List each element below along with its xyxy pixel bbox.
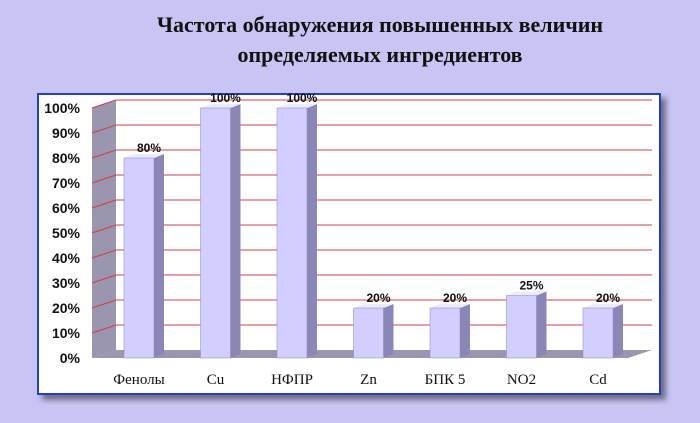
gridline-wall (91, 99, 117, 109)
gridline-wall (91, 224, 117, 234)
bar (200, 107, 231, 359)
bar (353, 307, 384, 359)
chart-title: Частота обнаружения повышенных величин о… (60, 10, 700, 70)
data-label: 100% (287, 91, 318, 105)
y-tick-label: 60% (52, 200, 81, 216)
gridline-wall (91, 174, 117, 184)
x-tick-label: НФПР (271, 372, 313, 388)
gridline-wall (91, 324, 117, 334)
bar-top (430, 304, 470, 308)
y-tick-label: 100% (44, 100, 80, 116)
chart-title-line-2: определяемых ингредиентов (237, 42, 523, 67)
bar-side (154, 154, 164, 358)
bar-top (124, 154, 164, 158)
y-tick-label: 50% (52, 225, 81, 241)
bar-top (583, 304, 623, 308)
bar-top (277, 104, 317, 108)
gridline-wall (91, 249, 117, 259)
data-label: 100% (210, 91, 241, 105)
gridline-wall (91, 299, 117, 309)
x-tick-label: БПК 5 (425, 372, 466, 388)
gridline-wall (91, 149, 117, 159)
bar (123, 157, 155, 359)
bar-top (353, 304, 394, 308)
x-tick-label: NO2 (507, 372, 536, 388)
x-tick-label: Фенолы (113, 372, 164, 388)
x-tick-label: Cd (589, 372, 607, 388)
bar-side (460, 304, 470, 358)
bar-side (613, 304, 623, 358)
bar-side (536, 291, 547, 358)
y-tick-label: 90% (52, 125, 81, 141)
data-label: 20% (443, 291, 467, 305)
x-tick-label: Cu (207, 372, 225, 388)
bar (276, 107, 308, 359)
data-label: 20% (596, 291, 620, 305)
bar-top (506, 291, 547, 296)
y-tick-label: 40% (52, 250, 81, 266)
bar-top (200, 104, 241, 108)
y-tick-label: 70% (52, 175, 81, 191)
y-tick-label: 0% (60, 350, 81, 366)
y-tick-label: 30% (52, 275, 81, 291)
bar-side (307, 104, 317, 358)
bar (506, 295, 537, 359)
data-label: 20% (366, 291, 390, 305)
gridline-wall (91, 274, 117, 284)
bar (582, 307, 614, 359)
data-label: 80% (137, 141, 161, 155)
y-tick-label: 10% (52, 325, 81, 341)
bar-side (383, 304, 394, 358)
data-label: 25% (519, 279, 543, 293)
chart-title-line-1: Частота обнаружения повышенных величин (156, 12, 604, 37)
gridline-wall (91, 199, 117, 209)
x-tick-label: Zn (360, 372, 377, 388)
bar (429, 307, 461, 359)
y-tick-label: 80% (52, 150, 81, 166)
gridline-wall (91, 124, 117, 134)
y-tick-label: 20% (52, 300, 81, 316)
bar-side (230, 104, 241, 358)
